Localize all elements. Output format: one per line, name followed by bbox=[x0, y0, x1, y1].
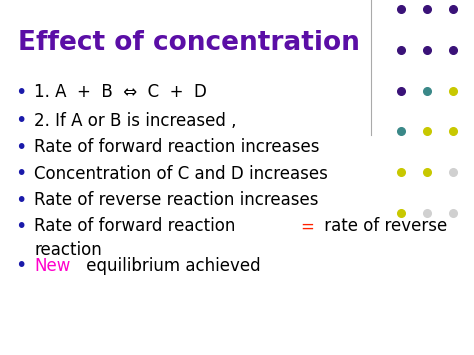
Text: reaction: reaction bbox=[34, 241, 102, 259]
Text: 2. If A or B is increased ,: 2. If A or B is increased , bbox=[34, 112, 237, 130]
Text: •: • bbox=[15, 256, 27, 275]
Text: Rate of forward reaction increases: Rate of forward reaction increases bbox=[34, 138, 319, 156]
Text: •: • bbox=[15, 138, 27, 157]
Text: rate of reverse: rate of reverse bbox=[319, 218, 447, 235]
Text: 1. A  +  B  ⇔  C  +  D: 1. A + B ⇔ C + D bbox=[34, 83, 207, 101]
Text: Rate of reverse reaction increases: Rate of reverse reaction increases bbox=[34, 191, 319, 209]
Text: •: • bbox=[15, 83, 27, 102]
Text: •: • bbox=[15, 217, 27, 236]
Text: =: = bbox=[301, 218, 315, 235]
Text: •: • bbox=[15, 164, 27, 184]
Text: equilibrium achieved: equilibrium achieved bbox=[81, 257, 261, 274]
Text: •: • bbox=[15, 111, 27, 130]
Text: Rate of forward reaction: Rate of forward reaction bbox=[34, 218, 241, 235]
Text: New: New bbox=[34, 257, 71, 274]
Text: •: • bbox=[15, 191, 27, 210]
Text: Effect of concentration: Effect of concentration bbox=[18, 30, 360, 56]
Text: Concentration of C and D increases: Concentration of C and D increases bbox=[34, 165, 328, 183]
